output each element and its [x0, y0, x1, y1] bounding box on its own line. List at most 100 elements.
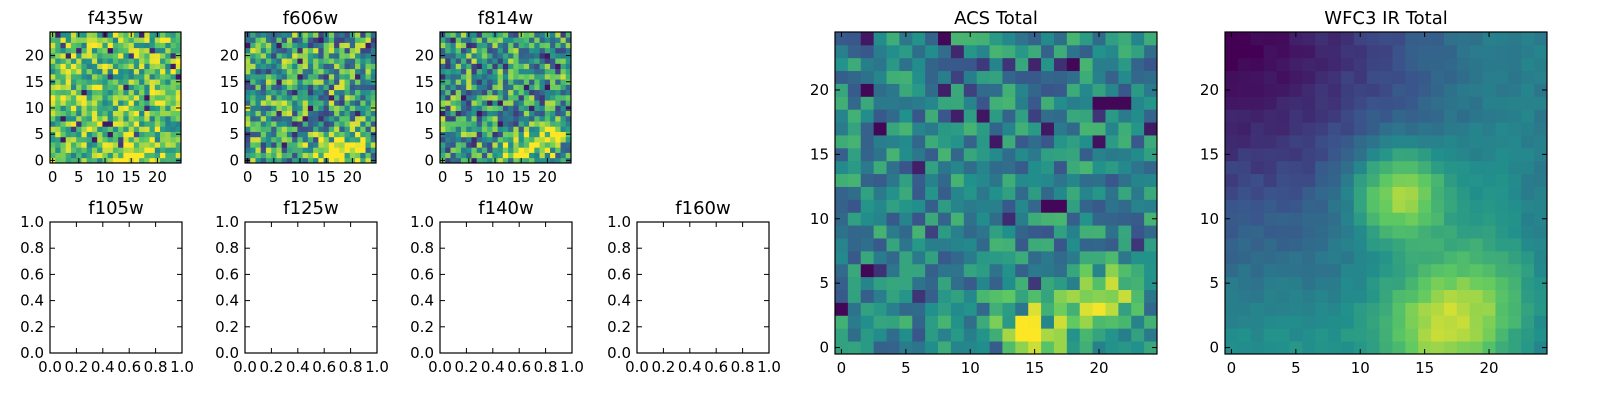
heatmap-cell [555, 52, 561, 59]
heatmap-cell [539, 94, 546, 101]
x-tick-label: 0.8 [731, 358, 755, 376]
heatmap-cell [1289, 302, 1303, 316]
heatmap-cell [334, 131, 340, 138]
heatmap-cell [55, 142, 61, 148]
heatmap-cell [1263, 263, 1277, 278]
heatmap-cell [265, 79, 272, 85]
heatmap-cell [1002, 186, 1016, 200]
heatmap-cell [860, 341, 875, 355]
heatmap-cell [70, 84, 77, 91]
heatmap-cell [460, 68, 467, 75]
heatmap-cell [1250, 263, 1265, 278]
heatmap-cell [292, 121, 298, 127]
heatmap-cell [513, 58, 519, 64]
heatmap-cell [1002, 32, 1016, 46]
heatmap-cell [460, 94, 467, 101]
heatmap-cell [255, 47, 262, 54]
heatmap-cell [492, 47, 499, 54]
heatmap-cell [355, 47, 361, 54]
heatmap-cell [899, 225, 913, 239]
heatmap-cell [123, 79, 129, 85]
heatmap-cell [989, 289, 1003, 303]
heatmap-cell [544, 100, 551, 106]
heatmap-cell [334, 147, 340, 153]
heatmap-cell [1066, 289, 1081, 303]
heatmap-cell [281, 142, 288, 148]
heatmap-cell [97, 121, 103, 127]
heatmap-cell [286, 115, 293, 122]
heatmap-cell [976, 135, 990, 149]
heatmap-cell [1015, 341, 1029, 355]
heatmap-cell [1131, 238, 1145, 252]
heatmap-cell [508, 157, 514, 164]
heatmap-cell [165, 84, 171, 91]
heatmap-cell [154, 37, 161, 43]
plot-area [637, 222, 769, 353]
heatmap-cell [286, 142, 293, 148]
heatmap-cell [154, 42, 161, 49]
heatmap-cell [170, 42, 177, 49]
heatmap-cell [250, 152, 256, 159]
heatmap-cell [445, 42, 451, 49]
heatmap-cell [1495, 328, 1509, 342]
heatmap-cell [265, 37, 272, 43]
x-tick-label: 1.0 [560, 358, 584, 376]
heatmap-cell [1443, 96, 1458, 110]
axes-frame [244, 31, 377, 164]
heatmap-cell [1405, 57, 1419, 72]
heatmap-cell [1118, 289, 1132, 303]
heatmap-cell [539, 100, 546, 106]
heatmap-cell [1340, 341, 1355, 355]
heatmap-cell [445, 47, 451, 54]
heatmap-cell [339, 84, 345, 91]
heatmap-cell [260, 152, 267, 159]
heatmap-cell [1015, 186, 1029, 200]
heatmap-cell [989, 225, 1003, 239]
heatmap-cell [1431, 32, 1445, 46]
heatmap-cell [455, 115, 462, 122]
heatmap-cell [1469, 96, 1483, 110]
heatmap-cell [1237, 225, 1252, 239]
heatmap-cell [1225, 173, 1239, 187]
heatmap-cell [1250, 302, 1265, 316]
heatmap-cell [365, 37, 372, 43]
heatmap-cell [260, 73, 267, 80]
heatmap-cell [450, 32, 457, 38]
heatmap-cell [271, 68, 277, 75]
heatmap-cell [560, 121, 567, 127]
heatmap-cell [281, 79, 288, 85]
heatmap-cell [355, 42, 361, 49]
heatmap-cell [565, 126, 572, 132]
heatmap-cell [1495, 315, 1509, 329]
heatmap-cell [1456, 70, 1471, 84]
heatmap-cell [297, 42, 304, 49]
heatmap-cell [487, 68, 493, 75]
heatmap-cell [835, 328, 849, 342]
heatmap-cell [81, 58, 88, 64]
heatmap-cell [899, 70, 913, 84]
heatmap-cell [508, 63, 514, 70]
heatmap-cell [1002, 276, 1016, 290]
heatmap-cell [1302, 341, 1316, 355]
heatmap-cell [529, 147, 535, 153]
heatmap-cell [502, 136, 509, 143]
heatmap-cell [518, 131, 525, 138]
heatmap-cell [144, 68, 150, 75]
heatmap-cell [886, 57, 900, 72]
heatmap-cell [86, 58, 93, 64]
heatmap-cell [1405, 186, 1419, 200]
heatmap-cell [1443, 225, 1458, 239]
heatmap-cell [534, 142, 540, 148]
heatmap-cell [847, 44, 862, 59]
heatmap-cell [925, 173, 939, 187]
heatmap-cell [302, 68, 309, 75]
heatmap-cell [139, 68, 145, 75]
heatmap-cell [70, 52, 77, 59]
heatmap-cell [355, 136, 361, 143]
heatmap-cell [344, 131, 351, 138]
heatmap-cell [529, 142, 535, 148]
heatmap-cell [118, 94, 124, 101]
heatmap-cell [339, 126, 345, 132]
heatmap-cell [260, 100, 267, 106]
heatmap-cell [60, 52, 67, 59]
